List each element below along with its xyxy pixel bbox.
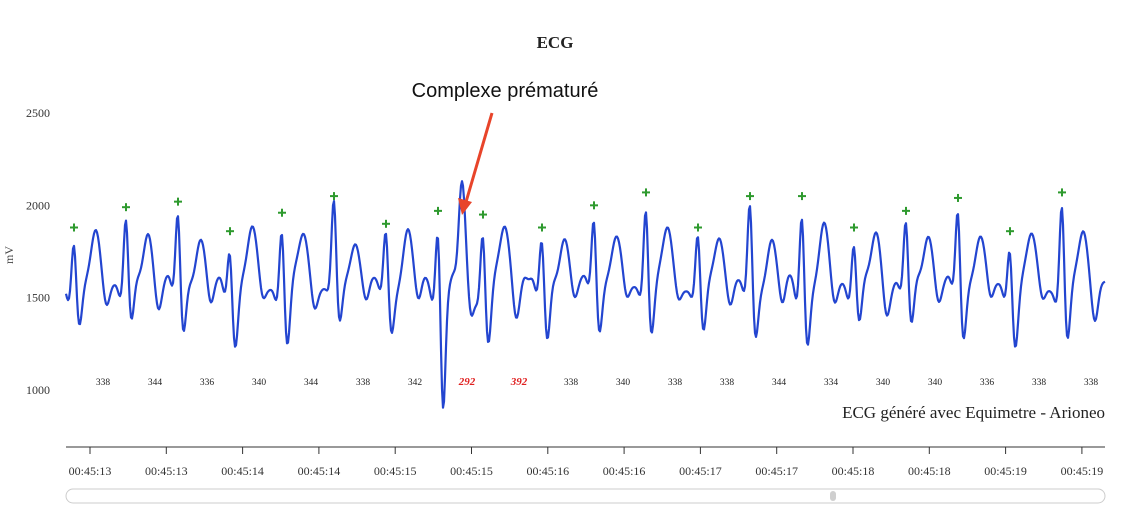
rr-interval-label: 338	[668, 378, 683, 388]
x-tick-label: 00:45:15	[374, 464, 417, 478]
ecg-line	[64, 180, 1106, 409]
rr-interval-label: 292	[458, 376, 476, 388]
y-axis-ticks: 1000 1500 2000 2500	[26, 106, 50, 397]
r-peak-markers	[70, 188, 1066, 236]
y-axis-label: mV	[2, 246, 16, 264]
r-peak-marker	[330, 192, 338, 201]
r-peak-marker	[70, 223, 78, 232]
x-tick-label: 00:45:13	[145, 464, 188, 478]
x-tick-label: 00:45:17	[679, 464, 722, 478]
r-peak-marker	[122, 203, 130, 212]
x-tick-label: 00:45:16	[526, 464, 569, 478]
rr-interval-label: 338	[356, 378, 371, 388]
x-tick-label: 00:45:19	[1061, 464, 1104, 478]
credit-text: ECG généré avec Equimetre - Arioneo	[842, 403, 1105, 422]
range-scrollbar[interactable]	[65, 488, 1106, 504]
r-peak-marker	[538, 223, 546, 232]
rr-interval-label: 338	[564, 378, 579, 388]
x-tick-label: 00:45:18	[832, 464, 875, 478]
rr-interval-label: 336	[200, 378, 215, 388]
r-peak-marker	[954, 193, 962, 202]
r-peak-marker	[694, 223, 702, 232]
r-peak-marker	[590, 201, 598, 210]
rr-interval-label: 340	[876, 378, 891, 388]
rr-interval-label: 338	[1032, 378, 1047, 388]
r-peak-marker	[746, 192, 754, 201]
r-peak-marker	[902, 206, 910, 215]
rr-interval-label: 340	[616, 378, 631, 388]
rr-interval-label: 336	[980, 378, 995, 388]
rr-interval-label: 338	[1084, 378, 1099, 388]
r-peak-marker	[850, 223, 858, 232]
x-tick-label: 00:45:17	[755, 464, 798, 478]
rr-interval-label: 340	[252, 378, 267, 388]
x-tick-label: 00:45:18	[908, 464, 951, 478]
x-tick-label: 00:45:15	[450, 464, 493, 478]
rr-interval-label: 344	[304, 378, 319, 388]
x-tick-label: 00:45:13	[69, 464, 112, 478]
y-tick-label: 2000	[26, 198, 50, 212]
r-peak-marker	[1058, 188, 1066, 197]
ecg-series	[64, 180, 1106, 409]
x-tick-label: 00:45:16	[603, 464, 646, 478]
scrollbar-handle[interactable]	[830, 491, 836, 501]
chart-title: ECG	[537, 33, 574, 52]
x-tick-label: 00:45:14	[221, 464, 264, 478]
rr-interval-label: 334	[824, 378, 839, 388]
premature-complex-annotation: Complexe prématuré	[412, 80, 599, 102]
r-peak-marker	[479, 210, 487, 219]
y-tick-label: 1500	[26, 291, 50, 305]
rr-interval-label: 342	[408, 378, 423, 388]
r-peak-marker	[382, 219, 390, 228]
r-peak-marker	[278, 208, 286, 217]
x-tick-label: 00:45:19	[984, 464, 1027, 478]
x-axis-ticks: 00:45:13 00:45:13 00:45:14 00:45:14 00:45:15…	[69, 447, 1104, 478]
scrollbar-track[interactable]	[65, 488, 1106, 504]
x-tick-label: 00:45:14	[298, 464, 341, 478]
rr-interval-label: 344	[772, 378, 787, 388]
rr-interval-label: 338	[96, 378, 111, 388]
rr-interval-labels: 338 344 336 340 344 338 342 292 392 338 340 338 338 3…	[96, 376, 1099, 388]
annotation-arrow	[458, 112, 494, 215]
rr-interval-label: 340	[928, 378, 943, 388]
r-peak-marker	[434, 206, 442, 215]
rr-interval-label: 344	[148, 378, 163, 388]
rr-interval-label: 338	[720, 378, 735, 388]
r-peak-marker	[798, 192, 806, 201]
r-peak-marker	[174, 197, 182, 206]
r-peak-marker	[226, 227, 234, 236]
y-tick-label: 1000	[26, 383, 50, 397]
y-tick-label: 2500	[26, 106, 50, 120]
rr-interval-label: 392	[510, 376, 528, 388]
r-peak-marker	[642, 188, 650, 197]
r-peak-marker	[1006, 227, 1014, 236]
